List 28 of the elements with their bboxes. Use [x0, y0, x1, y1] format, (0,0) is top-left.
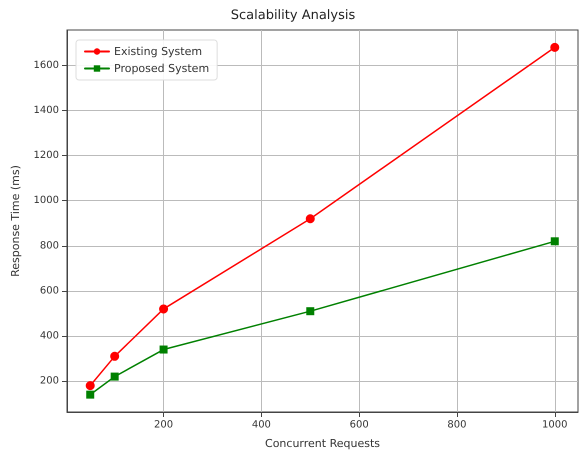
x-tick-label: 400: [252, 420, 271, 430]
point: [306, 307, 314, 316]
legend-label: Proposed System: [114, 62, 210, 75]
point: [160, 346, 168, 354]
legend-label: Existing System: [114, 45, 202, 58]
point: [86, 381, 95, 390]
y-tick-label: 600: [40, 285, 59, 296]
y-axis-title: Response Time (ms): [9, 165, 22, 277]
y-tick-label: 1600: [34, 60, 59, 71]
point: [86, 390, 94, 399]
point: [159, 304, 168, 314]
y-tick-label: 1200: [34, 150, 59, 162]
y-tick-label: 400: [40, 330, 59, 342]
x-tick-label: 1000: [542, 420, 568, 430]
x-tick-label: 200: [154, 420, 174, 430]
point: [110, 372, 119, 381]
x-tick-label: 600: [350, 420, 369, 430]
point: [110, 352, 120, 361]
x-tick-label: 800: [447, 420, 467, 430]
point: [306, 214, 315, 224]
y-tick-label: 800: [40, 240, 59, 252]
point: [550, 237, 559, 246]
y-tick-label: 200: [40, 376, 59, 387]
point: [550, 42, 560, 52]
y-tick-label: 1400: [34, 105, 59, 116]
x-axis-title: Concurrent Requests: [265, 437, 380, 450]
y-tick-label: 1000: [34, 195, 59, 206]
chart-title: Scalability Analysis: [230, 8, 356, 23]
